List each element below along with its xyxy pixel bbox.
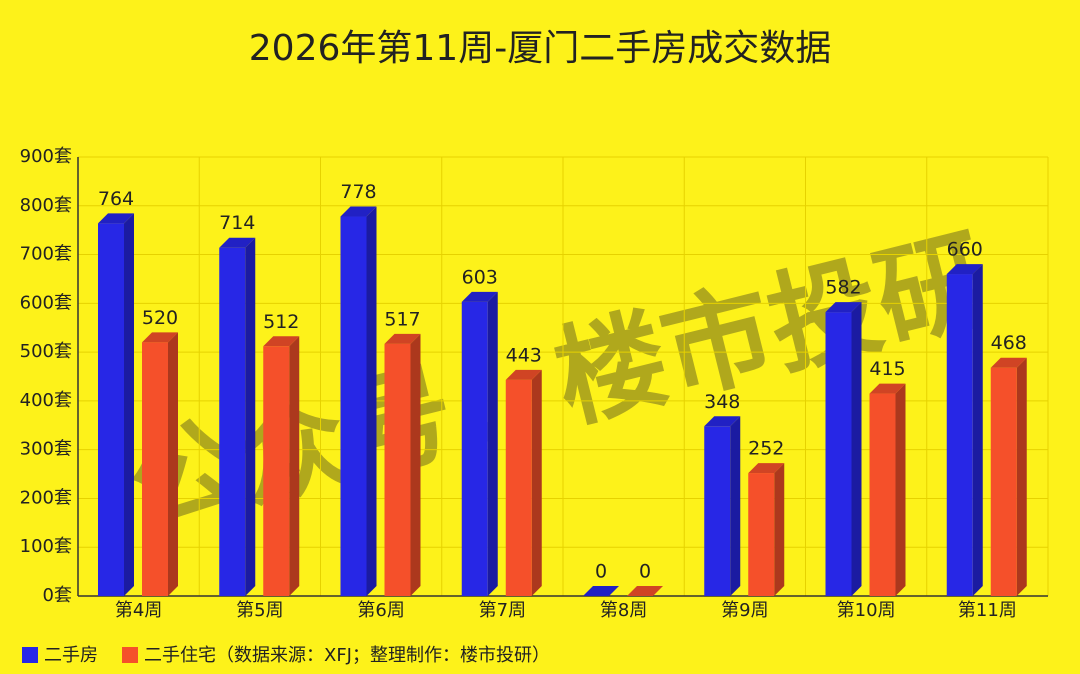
bar-top (825, 302, 862, 313)
y-tick-label: 800套 (20, 195, 72, 216)
bar-side (972, 264, 983, 596)
bar-top (263, 336, 300, 347)
chart-title: 2026年第11周-厦门二手房成交数据 (249, 28, 831, 69)
bar-top (340, 206, 377, 217)
bar-top (142, 332, 178, 343)
data-label: 517 (384, 308, 420, 330)
bar-top (627, 586, 663, 596)
bar (263, 346, 290, 596)
bar-side (124, 213, 134, 597)
y-tick-label: 700套 (20, 244, 72, 265)
x-tick-label: 第7周 (479, 600, 526, 621)
legend-swatch (22, 647, 38, 663)
data-label: 0 (639, 561, 651, 583)
bar (946, 274, 973, 596)
bar (384, 343, 411, 596)
bar (219, 247, 246, 596)
data-label: 714 (219, 212, 255, 234)
bar-side (366, 206, 377, 596)
bar-top (704, 416, 741, 427)
y-tick-label: 600套 (20, 292, 72, 313)
y-tick-label: 0套 (43, 585, 72, 606)
bar-side (851, 302, 862, 596)
data-label: 764 (98, 188, 134, 210)
y-tick-label: 400套 (20, 390, 72, 411)
x-tick-label: 第8周 (600, 600, 647, 621)
bar-side (245, 237, 256, 596)
legend-label: 二手房 (44, 645, 98, 666)
bar (505, 379, 532, 596)
y-tick-label: 300套 (20, 439, 72, 460)
x-tick-label: 第4周 (115, 600, 162, 621)
bar-side (895, 383, 906, 596)
x-tick-label: 第10周 (837, 600, 896, 621)
x-tick-label: 第11周 (958, 600, 1017, 621)
bar (825, 312, 852, 596)
source-note: （数据来源：XFJ；整理制作：楼市投研） (216, 645, 550, 666)
x-tick-label: 第6周 (357, 600, 404, 621)
bar-top (219, 237, 256, 248)
data-label: 468 (991, 332, 1027, 354)
bar (704, 426, 731, 596)
bar (869, 393, 896, 596)
bar-side (487, 291, 498, 596)
data-label: 0 (595, 561, 607, 583)
bar-side (289, 336, 300, 596)
bar (98, 223, 124, 597)
bar (340, 216, 367, 596)
bar-top (505, 369, 542, 380)
data-label: 348 (704, 391, 740, 413)
bar-top (748, 463, 785, 474)
bar-side (531, 369, 542, 596)
data-label: 512 (263, 311, 299, 333)
data-label: 415 (869, 358, 905, 380)
y-tick-label: 100套 (20, 536, 72, 557)
bar-top (946, 264, 983, 275)
y-tick-label: 500套 (20, 341, 72, 362)
bar-top (583, 586, 619, 596)
data-label: 443 (506, 344, 542, 366)
y-tick-label: 200套 (20, 487, 72, 508)
bar-top (98, 213, 134, 224)
bar (748, 473, 775, 596)
legend-label: 二手住宅 (144, 645, 216, 666)
bar (142, 342, 168, 596)
data-label: 520 (142, 307, 178, 329)
data-label: 582 (825, 277, 861, 299)
x-tick-label: 第5周 (236, 600, 283, 621)
bar-side (168, 332, 178, 596)
bar-side (774, 463, 785, 596)
bar-top (461, 291, 498, 302)
bar-top (990, 357, 1027, 368)
data-label: 660 (947, 239, 983, 261)
bar-side (730, 416, 741, 596)
y-tick-label: 900套 (20, 146, 72, 167)
legend-swatch (122, 647, 138, 663)
bar-side (1016, 357, 1027, 596)
bar-side (410, 333, 421, 596)
data-label: 603 (462, 266, 498, 288)
x-tick-label: 第9周 (721, 600, 768, 621)
data-label: 252 (748, 438, 784, 460)
bar (461, 301, 488, 596)
bar (990, 367, 1017, 596)
data-label: 778 (340, 181, 376, 203)
bar-top (869, 383, 906, 394)
bar-top (384, 333, 421, 344)
